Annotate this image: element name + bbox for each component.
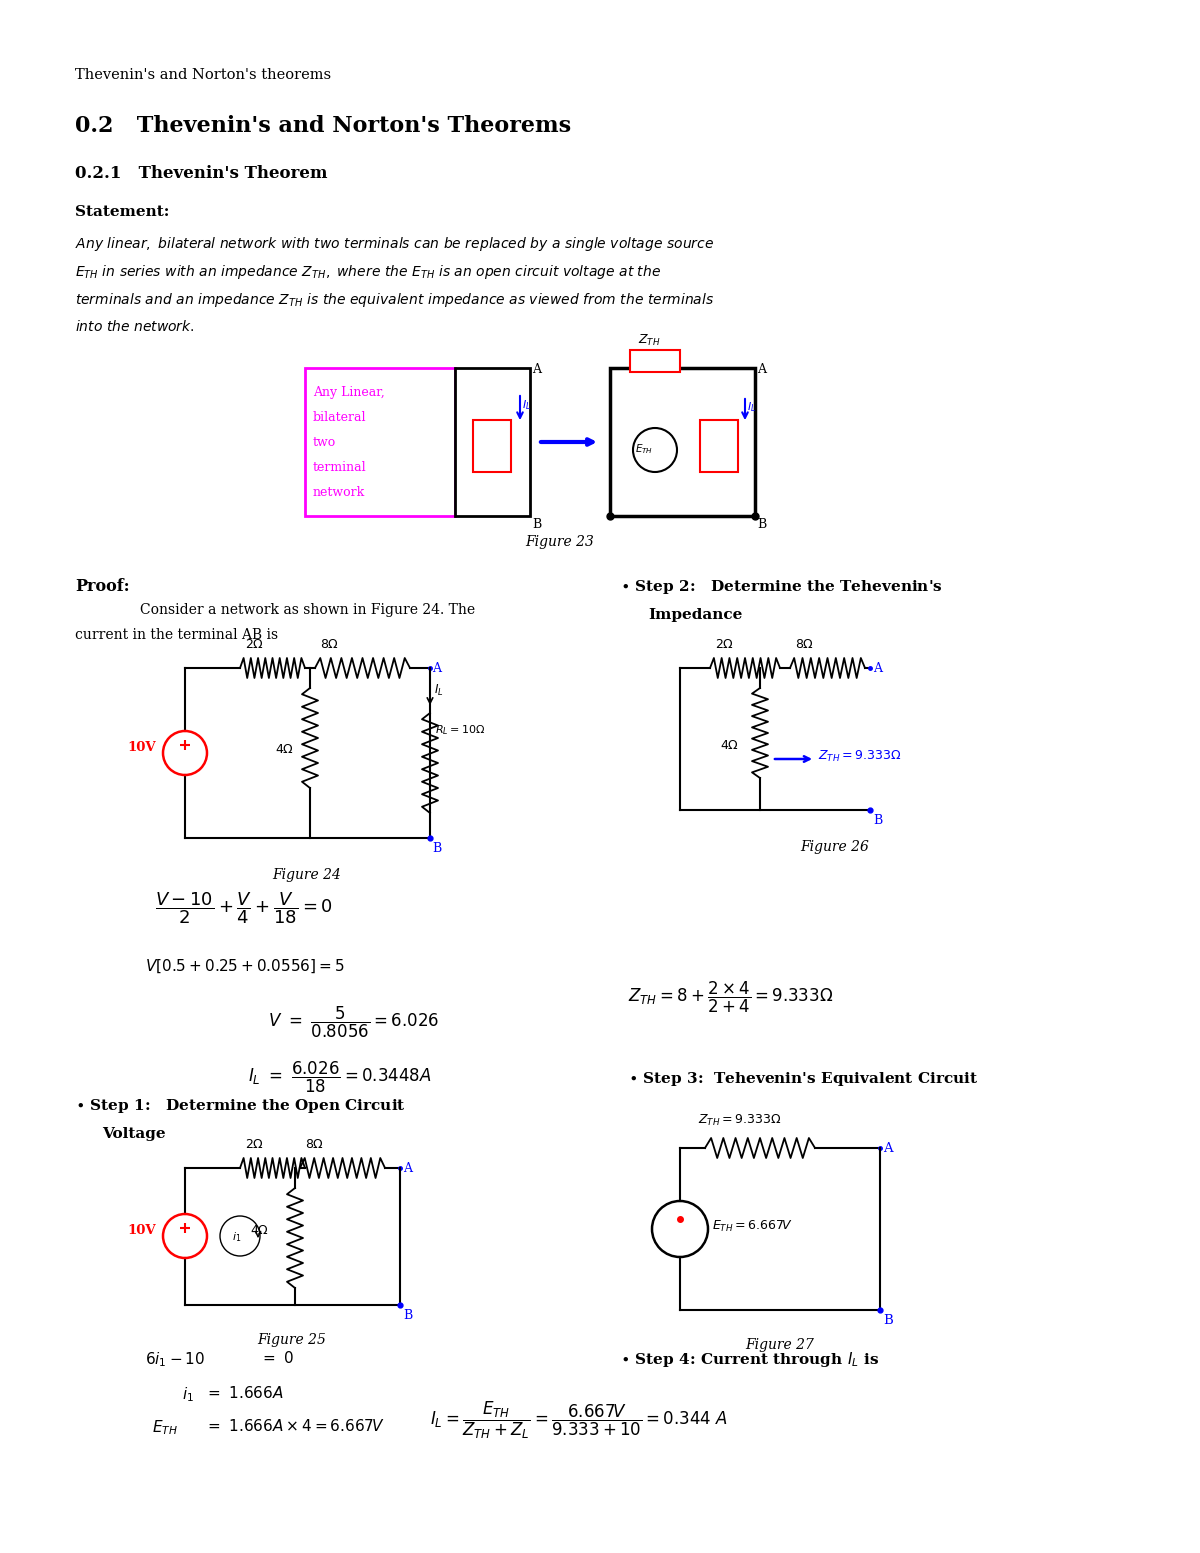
Text: Proof:: Proof: <box>74 578 130 595</box>
Text: $8\Omega$: $8\Omega$ <box>305 1138 324 1151</box>
FancyBboxPatch shape <box>610 368 755 516</box>
Text: Voltage: Voltage <box>102 1127 166 1141</box>
Text: A: A <box>432 662 442 676</box>
Text: $V \ = \ \dfrac{5}{0.8056} = 6.026$: $V \ = \ \dfrac{5}{0.8056} = 6.026$ <box>268 1005 439 1041</box>
Text: $I_L$: $I_L$ <box>434 683 444 699</box>
Text: $8\Omega$: $8\Omega$ <box>796 638 814 651</box>
Text: $\mathit{Any\ linear,\ bilateral\ network\ with\ two\ terminals\ can\ be\ replac: $\mathit{Any\ linear,\ bilateral\ networ… <box>74 235 714 253</box>
Text: 10V: 10V <box>127 741 156 755</box>
Text: $Z_L$: $Z_L$ <box>704 432 718 446</box>
Text: B: B <box>757 519 767 531</box>
Text: Figure 27: Figure 27 <box>745 1339 815 1353</box>
Text: A: A <box>757 363 766 376</box>
Text: $4\Omega$: $4\Omega$ <box>720 739 739 752</box>
Text: $E_{TH}=6.667V$: $E_{TH}=6.667V$ <box>712 1219 792 1235</box>
FancyBboxPatch shape <box>700 419 738 472</box>
Text: Thevenin's and Norton's theorems: Thevenin's and Norton's theorems <box>74 68 331 82</box>
Text: $Z_l$: $Z_l$ <box>479 430 491 444</box>
Text: $\mathit{terminals\ and\ an\ impedance\ Z_{TH}\ is\ the\ equivalent\ impedance\ : $\mathit{terminals\ and\ an\ impedance\ … <box>74 290 714 309</box>
Text: two: two <box>313 436 336 449</box>
Text: $V[0.5 + 0.25 + 0.0556] = 5$: $V[0.5 + 0.25 + 0.0556] = 5$ <box>145 958 344 975</box>
Text: B: B <box>403 1309 413 1322</box>
Text: A: A <box>874 662 882 676</box>
Text: Statement:: Statement: <box>74 205 169 219</box>
Text: $= \ 0$: $= \ 0$ <box>260 1350 294 1367</box>
Text: Any Linear,: Any Linear, <box>313 387 385 399</box>
Text: $6i_1 - 10$: $6i_1 - 10$ <box>145 1350 205 1368</box>
Text: $2\Omega$: $2\Omega$ <box>245 1138 264 1151</box>
Text: $i_1$: $i_1$ <box>232 1230 241 1244</box>
Text: $4\Omega$: $4\Omega$ <box>275 742 294 756</box>
Text: $i_1$: $i_1$ <box>182 1385 194 1404</box>
Text: $8\Omega$: $8\Omega$ <box>320 638 340 651</box>
Text: $\bullet$ Step 2:   Determine the Tehevenin's: $\bullet$ Step 2: Determine the Teheveni… <box>620 578 943 596</box>
Text: $2\Omega$: $2\Omega$ <box>245 638 264 651</box>
Text: $Z_{TH}=9.333\Omega$: $Z_{TH}=9.333\Omega$ <box>698 1114 781 1127</box>
Text: B: B <box>432 842 442 856</box>
Text: $4\Omega$: $4\Omega$ <box>250 1224 269 1238</box>
Text: $E_{TH}$: $E_{TH}$ <box>152 1418 178 1437</box>
FancyBboxPatch shape <box>473 419 511 472</box>
Text: $\dfrac{V - 10}{2} + \dfrac{V}{4} + \dfrac{V}{18} = 0$: $\dfrac{V - 10}{2} + \dfrac{V}{4} + \dfr… <box>155 890 332 926</box>
Text: $Z_{TH}$: $Z_{TH}$ <box>638 332 660 348</box>
Text: $R_L=10\Omega$: $R_L=10\Omega$ <box>436 724 485 736</box>
Text: B: B <box>883 1314 893 1326</box>
Text: Figure 25: Figure 25 <box>258 1332 326 1346</box>
Text: $\bullet$ Step 4: Current through $I_L$ is: $\bullet$ Step 4: Current through $I_L$ … <box>620 1350 880 1370</box>
Text: $\bullet$ Step 3:  Tehevenin's Equivalent Circuit: $\bullet$ Step 3: Tehevenin's Equivalent… <box>628 1070 978 1089</box>
Text: bilateral: bilateral <box>313 412 366 424</box>
Text: Figure 26: Figure 26 <box>800 840 870 854</box>
Text: $I_L$: $I_L$ <box>746 401 756 413</box>
Text: terminal: terminal <box>313 461 367 474</box>
Text: $= \ 1.666A$: $= \ 1.666A$ <box>205 1385 283 1401</box>
Text: $Z_{TH} = 8 + \dfrac{2 \times 4}{2 + 4} = 9.333\Omega$: $Z_{TH} = 8 + \dfrac{2 \times 4}{2 + 4} … <box>628 980 833 1016</box>
Text: network: network <box>313 486 365 499</box>
Text: $\mathit{into\ the\ network.}$: $\mathit{into\ the\ network.}$ <box>74 318 194 334</box>
Text: Impedance: Impedance <box>648 609 743 623</box>
Text: B: B <box>532 519 541 531</box>
FancyBboxPatch shape <box>455 368 530 516</box>
Text: $\mathit{E_{TH}\ in\ series\ with\ an\ impedance\ Z_{TH},\ where\ the}\ \mathit{: $\mathit{E_{TH}\ in\ series\ with\ an\ i… <box>74 262 661 281</box>
Text: 0.2.1   Thevenin's Theorem: 0.2.1 Thevenin's Theorem <box>74 165 328 182</box>
Text: $Z_{TH}=9.333\Omega$: $Z_{TH}=9.333\Omega$ <box>818 749 901 764</box>
Text: $I_L = \dfrac{E_{TH}}{Z_{TH} + Z_L} = \dfrac{6.667V}{9.333 + 10} = 0.344\ A$: $I_L = \dfrac{E_{TH}}{Z_{TH} + Z_L} = \d… <box>430 1399 728 1441</box>
Text: $I_L$: $I_L$ <box>522 398 532 412</box>
Text: $E_{TH}$: $E_{TH}$ <box>635 443 653 455</box>
Text: Consider a network as shown in Figure 24. The: Consider a network as shown in Figure 24… <box>140 603 475 617</box>
FancyBboxPatch shape <box>305 368 455 516</box>
Text: Figure 23: Figure 23 <box>526 534 594 550</box>
Text: 0.2   Thevenin's and Norton's Theorems: 0.2 Thevenin's and Norton's Theorems <box>74 115 571 137</box>
Text: current in the terminal AB is: current in the terminal AB is <box>74 627 278 641</box>
Text: $= \ 1.666A \times 4 = 6.667V$: $= \ 1.666A \times 4 = 6.667V$ <box>205 1418 384 1433</box>
Text: $I_L \ = \ \dfrac{6.026}{18} = 0.3448A$: $I_L \ = \ \dfrac{6.026}{18} = 0.3448A$ <box>248 1061 432 1095</box>
Text: 10V: 10V <box>127 1224 156 1238</box>
Text: B: B <box>874 814 882 828</box>
Text: A: A <box>532 363 541 376</box>
FancyBboxPatch shape <box>630 349 680 373</box>
Text: A: A <box>883 1141 893 1155</box>
Text: A: A <box>403 1162 412 1176</box>
Text: Figure 24: Figure 24 <box>272 868 342 882</box>
Text: $\bullet$ Step 1:   Determine the Open Circuit: $\bullet$ Step 1: Determine the Open Cir… <box>74 1096 406 1115</box>
Text: $2\Omega$: $2\Omega$ <box>715 638 734 651</box>
